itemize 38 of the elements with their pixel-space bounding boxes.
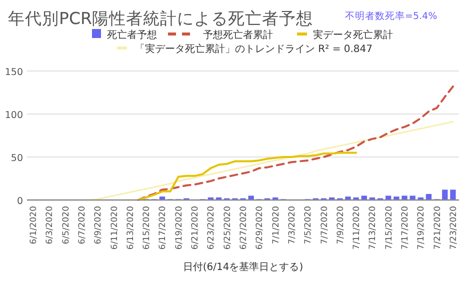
legend-label: 実データ死亡累計	[313, 29, 393, 41]
x-tick-label: 6/9/2020	[94, 206, 104, 244]
x-tick-label: 7/7/2020	[320, 206, 330, 244]
x-tick-label: 7/13/2020	[368, 206, 378, 250]
text: 不明者数死率=5.4%	[345, 10, 438, 22]
x-tick-label: 7/11/2020	[352, 206, 362, 250]
x-tick-label: 6/5/2020	[61, 206, 72, 244]
y-tick-label: 100	[4, 110, 23, 121]
x-tick-label: 6/13/2020	[126, 206, 136, 250]
x-tick-label: 6/23/2020	[206, 206, 217, 250]
x-tick-label: 6/7/2020	[77, 206, 88, 244]
y-tick-label: 50	[10, 153, 23, 164]
x-tick-label: 6/15/2020	[142, 206, 152, 250]
x-tick-label: 7/21/2020	[432, 206, 443, 250]
y-tick-label: 150	[4, 67, 23, 78]
x-tick-label: 6/29/2020	[255, 206, 266, 250]
x-tick-label: 6/11/2020	[110, 206, 120, 250]
x-tick-label: 7/17/2020	[400, 206, 411, 250]
x-tick-label: 7/9/2020	[336, 206, 346, 244]
x-tick-label: 6/1/2020	[29, 206, 40, 244]
y-tick-label: 0	[16, 196, 23, 207]
x-tick-label: 7/23/2020	[448, 206, 459, 250]
x-axis-title: 日付(6/14を基準日とする)	[182, 261, 304, 273]
x-tick-label: 6/25/2020	[222, 206, 233, 250]
legend-label: 「実データ死亡累計」のトレンドライン R² = 0.847	[135, 43, 372, 55]
x-tick-label: 7/15/2020	[384, 206, 394, 250]
x-tick-label: 6/17/2020	[158, 206, 168, 250]
x-tick-label: 6/21/2020	[190, 206, 201, 250]
legend-label: 死亡者予想	[107, 29, 157, 41]
legend-label: 予想死亡者累計	[203, 29, 273, 41]
x-tick-label: 7/19/2020	[416, 206, 427, 250]
x-tick-label: 6/19/2020	[174, 206, 184, 250]
x-tick-label: 7/3/2020	[287, 206, 298, 244]
x-tick-label: 6/27/2020	[239, 206, 249, 250]
x-tick-label: 7/5/2020	[304, 206, 314, 244]
x-tick-label: 7/1/2020	[271, 206, 282, 244]
x-tick-label: 6/3/2020	[45, 206, 56, 244]
chart-title: 年代別PCR陽性者統計による死亡者予想	[8, 9, 313, 28]
